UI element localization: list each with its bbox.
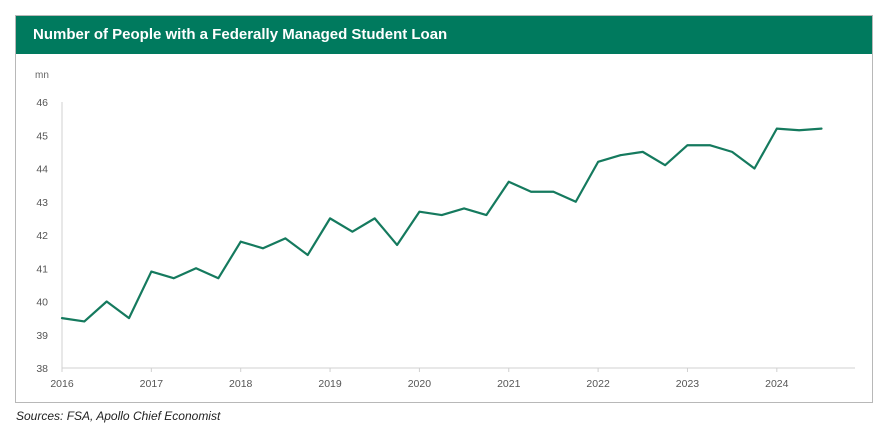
- data-point: [306, 254, 309, 256]
- data-point: [798, 129, 801, 132]
- data-point: [552, 190, 555, 193]
- data-point: [463, 207, 465, 210]
- x-tick-label: 2021: [497, 378, 521, 390]
- data-point: [396, 244, 398, 246]
- x-axis: 2016 2017 2018 2019 2020 2021 2022 2023 2024: [50, 367, 855, 390]
- data-point: [172, 277, 175, 280]
- x-tick-label: 2019: [318, 378, 342, 390]
- data-point: [530, 190, 532, 193]
- data-point: [284, 237, 287, 240]
- data-point: [686, 144, 689, 147]
- data-point: [440, 214, 443, 216]
- x-tick-label: 2022: [586, 378, 610, 390]
- data-point: [485, 214, 488, 216]
- data-point: [128, 317, 130, 320]
- source-note: Sources: FSA, Apollo Chief Economist: [16, 409, 221, 423]
- y-axis: 38 39 40 41 42 43 44 45 46: [36, 97, 63, 375]
- data-point: [641, 150, 644, 153]
- data-point: [775, 127, 778, 130]
- data-point: [351, 230, 354, 233]
- series-layer: [60, 127, 823, 323]
- x-tick-label: 2018: [229, 378, 253, 390]
- data-point: [61, 317, 63, 320]
- data-point: [150, 270, 153, 273]
- x-tick-label: 2023: [676, 378, 700, 390]
- data-point: [83, 320, 86, 323]
- series-line: [60, 127, 823, 323]
- data-point: [373, 217, 376, 220]
- data-point: [507, 180, 510, 183]
- y-tick-label: 45: [36, 130, 48, 142]
- data-point: [418, 210, 421, 213]
- y-tick-label: 40: [36, 297, 48, 309]
- y-tick-label: 38: [36, 363, 48, 375]
- data-point: [195, 267, 197, 270]
- y-tick-label: 39: [36, 330, 48, 342]
- y-tick-label: 44: [36, 164, 48, 176]
- chart-header: Number of People with a Federally Manage…: [16, 16, 872, 54]
- data-point: [619, 154, 622, 157]
- y-tick-label: 41: [36, 263, 48, 275]
- data-point: [731, 150, 734, 153]
- data-point: [217, 277, 220, 280]
- y-tick-label: 43: [36, 197, 48, 209]
- data-point: [574, 200, 577, 203]
- chart-card: Number of People with a Federally Manage…: [15, 15, 873, 403]
- data-point: [239, 240, 242, 243]
- data-point: [329, 217, 331, 220]
- data-point: [820, 127, 823, 130]
- data-point: [597, 160, 600, 163]
- x-tick-label: 2016: [50, 378, 74, 390]
- data-point: [105, 300, 108, 303]
- data-point: [753, 167, 756, 170]
- data-point: [262, 247, 264, 250]
- x-tick-label: 2020: [408, 378, 432, 390]
- data-point: [664, 164, 667, 167]
- x-tick-label: 2017: [140, 378, 164, 390]
- y-tick-label: 46: [36, 97, 48, 109]
- data-point: [708, 144, 711, 147]
- y-tick-label: 42: [36, 230, 48, 242]
- x-tick-label: 2024: [765, 378, 789, 390]
- y-axis-unit-label: mn: [35, 70, 49, 81]
- chart-title: Number of People with a Federally Manage…: [33, 26, 448, 43]
